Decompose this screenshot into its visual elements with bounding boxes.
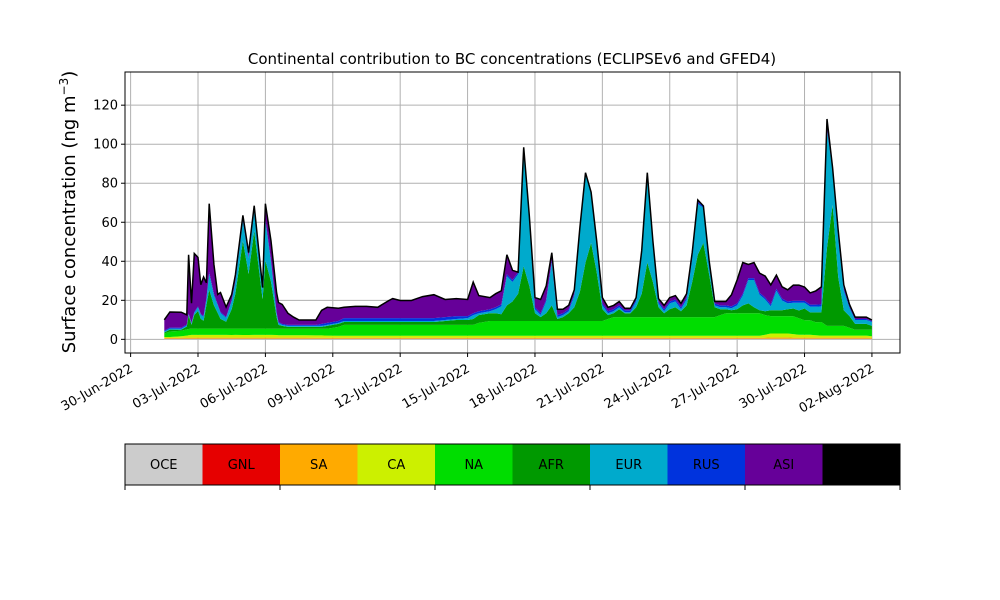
y-axis-label: Surface concentration (ng m−3) xyxy=(57,71,80,354)
legend-label-asi: ASI xyxy=(773,458,794,473)
y-tick-label: 60 xyxy=(101,216,118,231)
y-tick-label: 40 xyxy=(101,255,118,270)
legend-label-aus: AUS xyxy=(848,458,875,473)
legend-label-ca: CA xyxy=(387,458,405,473)
legend-label-rus: RUS xyxy=(693,458,720,473)
area-series-eur xyxy=(164,130,872,333)
legend-label-sa: SA xyxy=(310,458,327,473)
legend-label-afr: AFR xyxy=(539,458,564,473)
y-axis-label-main: Surface concentration (ng m xyxy=(59,95,80,353)
y-tick-label: 120 xyxy=(93,99,118,114)
y-axis-label-close: ) xyxy=(59,71,80,78)
area-series-sa xyxy=(164,337,872,339)
area-series-oce xyxy=(164,338,872,340)
total-line-layer xyxy=(163,118,873,321)
legend-label-eur: EUR xyxy=(615,458,642,473)
total-concentration-line xyxy=(163,118,873,321)
area-series-afr xyxy=(164,204,872,334)
legend-swatch-rus xyxy=(667,444,745,485)
area-series-na xyxy=(164,313,872,337)
legend-swatch-afr xyxy=(512,444,590,485)
legend-label-gnl: GNL xyxy=(228,458,256,473)
y-tick-label: 20 xyxy=(101,294,118,309)
y-tick-label: 0 xyxy=(110,333,118,348)
chart-title: Continental contribution to BC concentra… xyxy=(248,50,776,68)
legend: OCE GNL SA CA NA AFR EUR RUS ASI AUS xyxy=(124,443,901,490)
y-axis-ticks: 0 20 40 60 80 100 120 xyxy=(93,99,125,348)
legend-swatch-asi xyxy=(745,444,823,485)
legend-swatch-na xyxy=(435,444,513,485)
legend-swatch-gnl xyxy=(202,444,280,485)
legend-label-oce: OCE xyxy=(150,458,178,473)
y-tick-label: 100 xyxy=(93,138,118,153)
plot-frame xyxy=(124,71,901,354)
legend-swatch-sa xyxy=(280,444,358,485)
y-tick-label: 80 xyxy=(101,177,118,192)
legend-swatch-eur xyxy=(590,444,668,485)
legend-swatch-aus xyxy=(822,444,900,485)
legend-swatch-ca xyxy=(357,444,435,485)
area-series-ca xyxy=(164,333,872,338)
stacked-areas xyxy=(164,119,872,340)
legend-frame xyxy=(124,443,901,486)
legend-label-na: NA xyxy=(464,458,483,473)
legend-swatch-oce xyxy=(125,444,203,485)
y-axis-label-superscript: −3 xyxy=(57,78,71,96)
